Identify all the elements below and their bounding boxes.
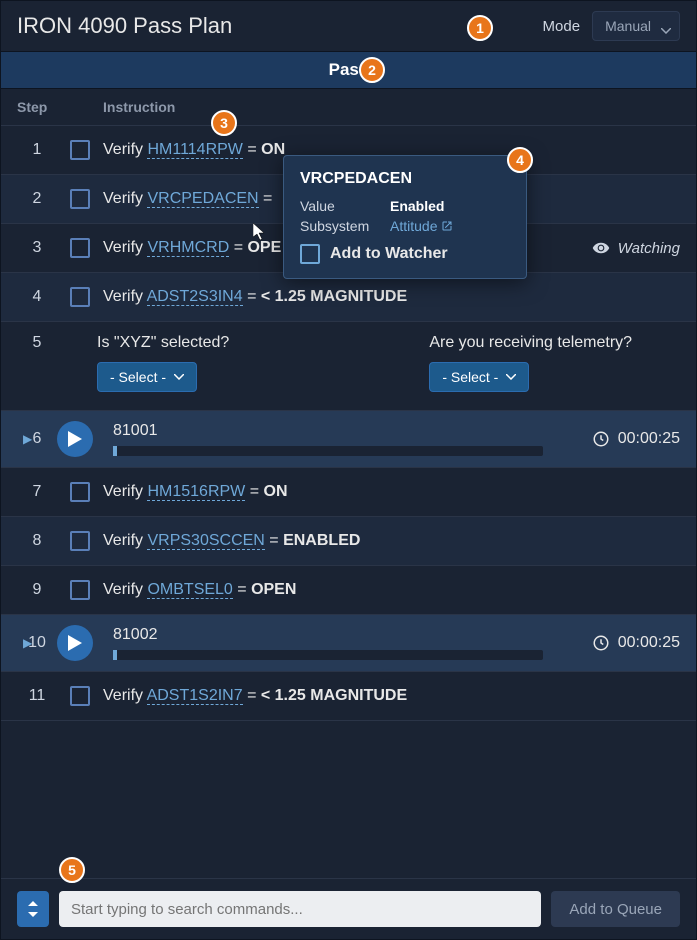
tooltip-value: Enabled — [390, 198, 444, 214]
step-number: 11 — [17, 687, 57, 705]
progress-bar[interactable] — [113, 650, 543, 660]
command-info: 81002 — [113, 626, 592, 660]
question-text: Are you receiving telemetry? — [429, 334, 632, 352]
add-to-queue-button[interactable]: Add to Queue — [551, 891, 680, 927]
step-number: 5 — [17, 334, 57, 392]
tooltip-subsystem-link[interactable]: Attitude — [390, 218, 453, 234]
step-checkbox[interactable] — [70, 287, 90, 307]
col-instruction-header: Instruction — [103, 99, 680, 115]
command-search-input[interactable] — [59, 891, 541, 927]
command-row: ▶ 6 81001 00:00:25 — [1, 411, 696, 468]
step-checkbox[interactable] — [70, 580, 90, 600]
cursor-icon — [253, 223, 267, 246]
step-number: 3 — [17, 239, 57, 257]
step-instruction: Verify VRPS30SCCEN = ENABLED — [103, 532, 680, 550]
current-marker-icon: ▶ — [23, 432, 32, 446]
play-button[interactable] — [57, 625, 93, 661]
mnemonic-link[interactable]: HM1114RPW — [147, 141, 242, 159]
question-block-1: Is "XYZ" selected? - Select - — [97, 334, 229, 392]
mnemonic-link[interactable]: OMBTSEL0 — [147, 581, 232, 599]
command-time: 00:00:25 — [592, 430, 680, 448]
step-row: 9 Verify OMBTSEL0 = OPEN — [1, 566, 696, 615]
step-number: 2 — [17, 190, 57, 208]
annotation-callout: 1 — [467, 15, 493, 41]
annotation-callout: 2 — [359, 57, 385, 83]
tooltip-title: VRCPEDACEN — [300, 170, 510, 188]
tooltip-add-watcher[interactable]: Add to Watcher — [300, 244, 510, 264]
header: IRON 4090 Pass Plan Mode Manual — [1, 1, 696, 51]
page-title: IRON 4090 Pass Plan — [17, 13, 232, 39]
step-row: 7 Verify HM1516RPW = ON — [1, 468, 696, 517]
step-checkbox[interactable] — [70, 531, 90, 551]
mnemonic-link[interactable]: VRHMCRD — [147, 239, 229, 257]
progress-bar[interactable] — [113, 446, 543, 456]
step-checkbox[interactable] — [70, 686, 90, 706]
annotation-callout: 3 — [211, 110, 237, 136]
clock-icon — [592, 634, 610, 652]
play-button[interactable] — [57, 421, 93, 457]
question-block-2: Are you receiving telemetry? - Select - — [429, 334, 632, 392]
mode-switcher: Mode Manual — [543, 11, 680, 41]
eye-icon — [592, 239, 610, 257]
step-instruction: Verify HM1516RPW = ON — [103, 483, 680, 501]
step-row: 8 Verify VRPS30SCCEN = ENABLED — [1, 517, 696, 566]
tooltip-watcher-checkbox[interactable] — [300, 244, 320, 264]
command-id: 81001 — [113, 422, 592, 440]
step-checkbox[interactable] — [70, 189, 90, 209]
step-checkbox[interactable] — [70, 140, 90, 160]
command-id: 81002 — [113, 626, 592, 644]
command-row: ▶ 10 81002 00:00:25 — [1, 615, 696, 672]
command-footer: Add to Queue — [1, 878, 696, 939]
step-row: 4 Verify ADST2S3IN4 = < 1.25 MAGNITUDE — [1, 273, 696, 322]
annotation-callout: 4 — [507, 147, 533, 173]
mode-label: Mode — [543, 18, 581, 35]
caret-down-icon — [506, 374, 516, 380]
step-row-questions: 5 Is "XYZ" selected? - Select - Are you … — [1, 322, 696, 411]
answer-select[interactable]: - Select - — [97, 362, 197, 392]
step-row: 11 Verify ADST1S2IN7 = < 1.25 MAGNITUDE — [1, 672, 696, 721]
caret-down-icon — [661, 21, 671, 37]
annotation-callout: 5 — [59, 857, 85, 883]
step-checkbox[interactable] — [70, 238, 90, 258]
step-number: 4 — [17, 288, 57, 306]
app-root: IRON 4090 Pass Plan Mode Manual Pass Ste… — [0, 0, 697, 940]
step-number: 7 — [17, 483, 57, 501]
clock-icon — [592, 430, 610, 448]
question-text: Is "XYZ" selected? — [97, 334, 229, 352]
tooltip-subsystem-label: Subsystem — [300, 218, 390, 234]
external-link-icon — [441, 220, 453, 232]
step-number: 9 — [17, 581, 57, 599]
step-instruction: Verify ADST2S3IN4 = < 1.25 MAGNITUDE — [103, 288, 680, 306]
step-instruction: Verify OMBTSEL0 = OPEN — [103, 581, 680, 599]
step-number: 8 — [17, 532, 57, 550]
caret-down-icon — [174, 374, 184, 380]
step-instruction: Verify ADST1S2IN7 = < 1.25 MAGNITUDE — [103, 687, 680, 705]
command-info: 81001 — [113, 422, 592, 456]
mode-value: Manual — [605, 18, 651, 34]
step-checkbox[interactable] — [70, 482, 90, 502]
answer-select[interactable]: - Select - — [429, 362, 529, 392]
mnemonic-link[interactable]: ADST2S3IN4 — [147, 288, 243, 306]
col-step-header: Step — [17, 99, 57, 115]
mnemonic-link[interactable]: VRPS30SCCEN — [147, 532, 264, 550]
mode-select[interactable]: Manual — [592, 11, 680, 41]
step-number: 1 — [17, 141, 57, 159]
tooltip-value-label: Value — [300, 198, 390, 214]
mnemonic-tooltip: VRCPEDACEN Value Enabled Subsystem Attit… — [283, 155, 527, 279]
watching-indicator: Watching — [592, 239, 680, 257]
column-headers: Step Instruction — [1, 89, 696, 126]
pass-banner: Pass — [1, 51, 696, 89]
sort-button[interactable] — [17, 891, 49, 927]
mnemonic-link[interactable]: ADST1S2IN7 — [147, 687, 243, 705]
current-marker-icon: ▶ — [23, 636, 32, 650]
mnemonic-link[interactable]: HM1516RPW — [147, 483, 245, 501]
command-time: 00:00:25 — [592, 634, 680, 652]
sort-icon — [26, 901, 40, 917]
mnemonic-link[interactable]: VRCPEDACEN — [147, 190, 258, 208]
